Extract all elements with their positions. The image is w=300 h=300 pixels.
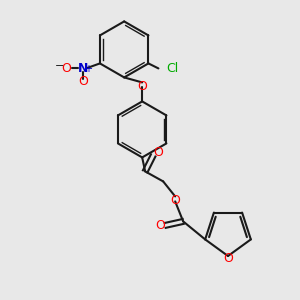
- Text: O: O: [61, 62, 71, 75]
- Text: O: O: [155, 219, 165, 232]
- Text: O: O: [223, 251, 233, 265]
- Text: O: O: [137, 80, 147, 93]
- Text: Cl: Cl: [167, 62, 179, 75]
- Text: O: O: [153, 146, 163, 159]
- Text: O: O: [78, 75, 88, 88]
- Text: N: N: [78, 62, 88, 75]
- Text: −: −: [55, 61, 64, 71]
- Text: +: +: [84, 64, 92, 74]
- Text: O: O: [170, 194, 180, 207]
